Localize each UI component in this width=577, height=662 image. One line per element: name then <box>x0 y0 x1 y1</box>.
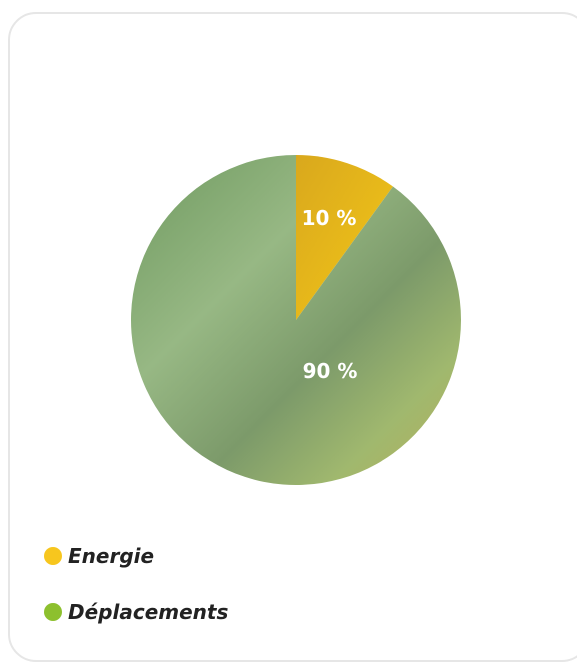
legend-label-deplacements: Déplacements <box>68 600 229 624</box>
pie-chart: 10 % 90 % <box>130 155 461 485</box>
pie-label-energie: 10 % <box>302 206 357 230</box>
pie-labels: 10 % 90 % <box>302 206 358 383</box>
legend: Energie Déplacements <box>44 538 228 650</box>
pie-label-dplacements: 90 % <box>303 359 358 383</box>
pie-slice-dplacements[interactable] <box>130 155 461 485</box>
legend-label-energie: Energie <box>68 544 155 568</box>
pie-slice-energie[interactable] <box>296 155 393 320</box>
legend-item-deplacements[interactable]: Déplacements <box>44 594 228 630</box>
pie-chart-svg: 10 % 90 % <box>130 155 461 485</box>
pie-slices <box>130 155 461 485</box>
legend-item-energie[interactable]: Energie <box>44 538 228 574</box>
legend-dot-deplacements <box>44 603 62 621</box>
legend-dot-energie <box>44 547 62 565</box>
